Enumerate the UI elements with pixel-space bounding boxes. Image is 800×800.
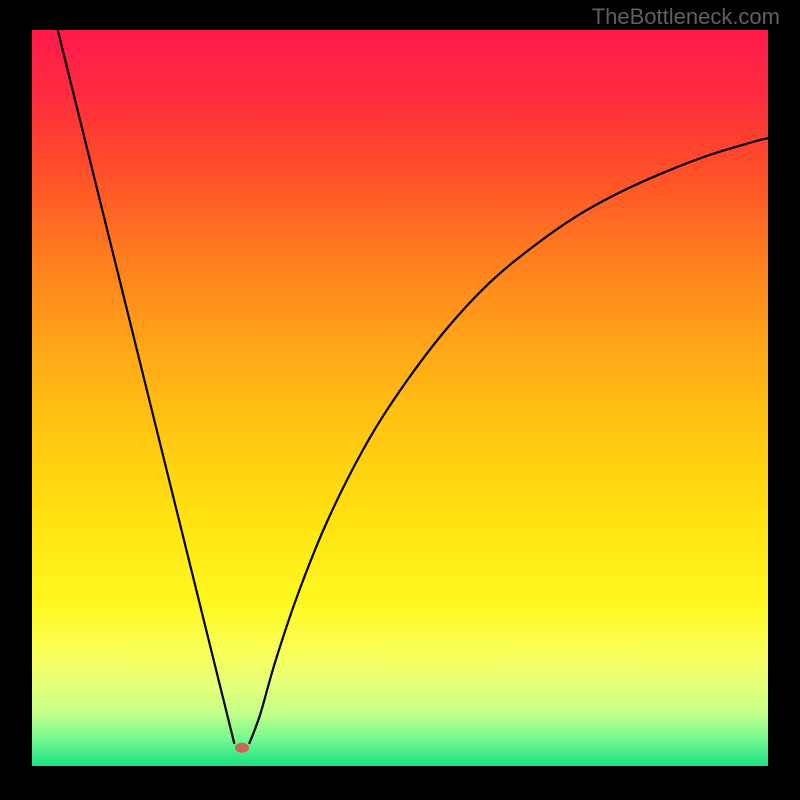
watermark-text: TheBottleneck.com	[592, 4, 780, 30]
curve-layer	[32, 30, 768, 766]
curve-right	[249, 138, 768, 744]
optimum-marker	[235, 742, 249, 753]
curve-left	[58, 30, 235, 744]
bottleneck-chart	[32, 30, 768, 766]
